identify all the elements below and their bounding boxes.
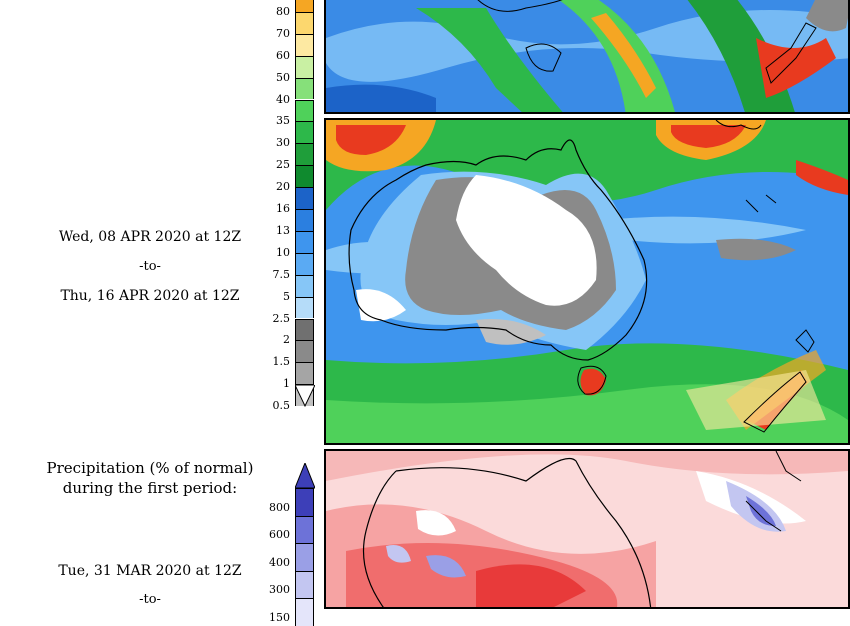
period-end-date: Thu, 16 APR 2020 at 12Z (60, 288, 240, 304)
precip-colorbar-box (295, 230, 314, 253)
precip-anomaly-map (324, 449, 850, 609)
precip-colorbar-box (295, 252, 314, 275)
anomaly-colorbar-arrow (295, 463, 315, 489)
period-separator: -to- (139, 259, 161, 274)
precip-colorbar-box (295, 0, 314, 12)
precip-colorbar-tick-label: 60 (276, 48, 290, 62)
precip-map-main (324, 118, 850, 445)
precip-colorbar-tick-label: 70 (276, 26, 290, 40)
precip-colorbar-tick-label: 80 (276, 4, 290, 18)
precip-colorbar-tick-label: 5 (283, 289, 290, 303)
precip-colorbar-box (295, 362, 314, 385)
precip-colorbar (295, 0, 315, 407)
precip-colorbar-labels: 80 70 60 50 40 35 30 25 20 16 13 10 7.5 5 2.5 2 1.5 1 0.5 (250, 0, 291, 411)
anomaly-colorbar-tick-label: 800 (269, 500, 290, 514)
precip-colorbar-box (295, 11, 314, 34)
anomaly-colorbar-box (295, 598, 314, 626)
anomaly-title-line2: during the first period: (62, 479, 238, 497)
anomaly-colorbar-tick-label: 150 (269, 610, 290, 624)
anomaly-colorbar-box (295, 488, 314, 516)
period-start-date: Wed, 08 APR 2020 at 12Z (58, 229, 242, 245)
precip-colorbar-tick-label: 13 (276, 223, 290, 237)
precip-colorbar-tick-label: 35 (276, 114, 290, 128)
anomaly-colorbar-labels: 800 600 400 300 150 (250, 0, 290, 623)
precip-colorbar-tick-label: 7.5 (272, 267, 291, 281)
precip-colorbar-box (295, 99, 314, 122)
precip-colorbar-box (295, 143, 314, 166)
precip-colorbar-tick-label: 1.5 (272, 355, 291, 369)
precip-colorbar-box (295, 33, 314, 56)
precip-colorbar-arrow (295, 385, 315, 407)
precip-colorbar-tick-label: 1 (283, 377, 290, 391)
precip-colorbar-box (295, 55, 314, 78)
anomaly-colorbar-box (295, 570, 314, 598)
precip-colorbar-box (295, 77, 314, 100)
precip-colorbar-tick-label: 30 (276, 136, 290, 150)
anomaly-colorbar-box (295, 515, 314, 543)
precip-colorbar-tick-label: 2.5 (272, 311, 291, 325)
precip-colorbar-tick-label: 2 (283, 333, 290, 347)
anomaly-colorbar-tick-label: 300 (269, 583, 290, 596)
precip-colorbar-box (295, 296, 314, 319)
anomaly-colorbar-tick-label: 600 (269, 528, 290, 541)
precip-colorbar-tick-label: 50 (276, 70, 290, 84)
anomaly-colorbar-box (295, 543, 314, 571)
anomaly-title-line1: Precipitation (% of normal) (46, 459, 254, 477)
anomaly-start-date: Tue, 31 MAR 2020 at 12Z (58, 563, 242, 579)
precip-colorbar-box (295, 340, 314, 363)
anomaly-colorbar (295, 463, 315, 626)
precip-colorbar-tick-label: 25 (276, 158, 290, 172)
precip-colorbar-box (295, 318, 314, 341)
precip-colorbar-tick-label: 10 (276, 245, 290, 259)
precip-colorbar-box (295, 274, 314, 297)
precip-colorbar-tick-label: 16 (276, 202, 290, 215)
precip-colorbar-box (295, 165, 314, 188)
precip-colorbar-box (295, 121, 314, 144)
precip-colorbar-box (295, 187, 314, 209)
precip-colorbar-tick-label: 0.5 (272, 399, 291, 413)
precip-colorbar-box (295, 209, 314, 231)
anomaly-colorbar-tick-label: 400 (269, 555, 290, 569)
precip-colorbar-tick-label: 40 (276, 92, 290, 106)
precip-map-top (324, 0, 850, 114)
precip-colorbar-tick-label: 20 (276, 180, 290, 194)
